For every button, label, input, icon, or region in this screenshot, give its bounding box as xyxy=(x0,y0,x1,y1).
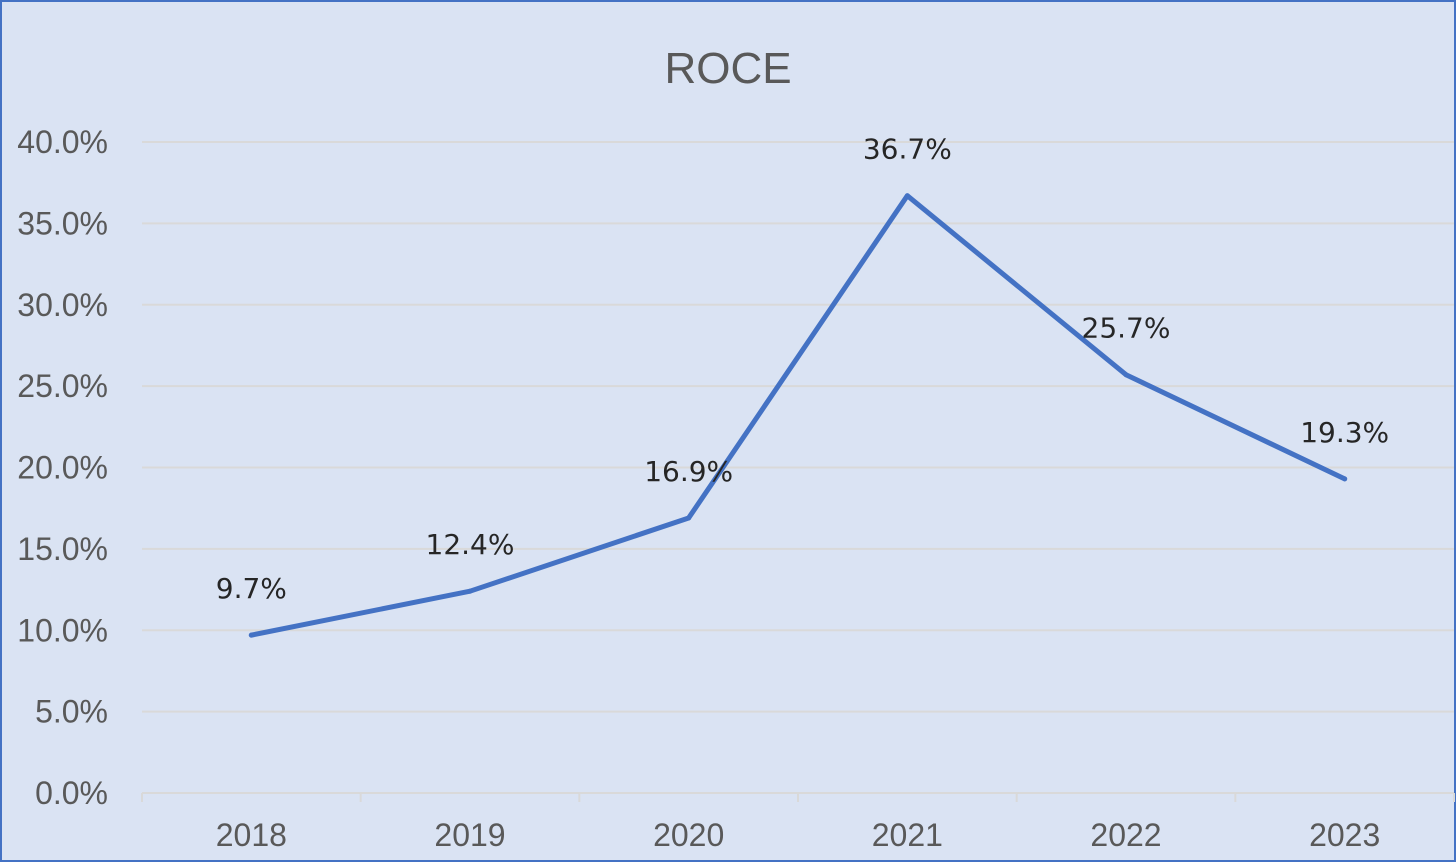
data-label: 36.7% xyxy=(863,133,952,166)
y-axis: 0.0% 5.0% 10.0% 15.0% 20.0% 25.0% 30.0% 35.0% 40… xyxy=(17,124,108,811)
x-tick-label: 2018 xyxy=(216,817,287,853)
data-label: 25.7% xyxy=(1082,312,1171,345)
y-tick-label: 0.0% xyxy=(35,775,108,811)
data-label: 9.7% xyxy=(216,572,287,605)
data-point xyxy=(248,632,254,638)
gridlines xyxy=(142,141,1454,713)
x-tick-label: 2023 xyxy=(1309,817,1380,853)
y-tick-label: 25.0% xyxy=(17,368,108,404)
x-tick-label: 2021 xyxy=(872,817,943,853)
data-label: 12.4% xyxy=(426,528,515,561)
x-tick-label: 2019 xyxy=(434,817,505,853)
data-point xyxy=(904,193,910,199)
data-labels: 9.7% 12.4% 16.9% 36.7% 25.7% 19.3% xyxy=(216,133,1389,605)
y-tick-label: 40.0% xyxy=(17,124,108,160)
data-label: 16.9% xyxy=(644,455,733,488)
y-tick-label: 10.0% xyxy=(17,612,108,648)
data-point xyxy=(467,588,473,594)
data-point xyxy=(1342,476,1348,482)
y-tick-label: 15.0% xyxy=(17,531,108,567)
x-tick-label: 2020 xyxy=(653,817,724,853)
chart-title: ROCE xyxy=(664,44,791,93)
y-tick-label: 35.0% xyxy=(17,205,108,241)
x-axis: 2018 2019 2020 2021 2022 2023 xyxy=(141,792,1455,853)
data-point xyxy=(1123,372,1129,378)
series xyxy=(248,193,1348,638)
data-label: 19.3% xyxy=(1300,416,1389,449)
y-tick-label: 5.0% xyxy=(35,694,108,730)
x-tick-label: 2022 xyxy=(1090,817,1161,853)
y-tick-label: 20.0% xyxy=(17,450,108,486)
data-point xyxy=(686,515,692,521)
series-line xyxy=(248,193,1348,638)
y-tick-label: 30.0% xyxy=(17,287,108,323)
